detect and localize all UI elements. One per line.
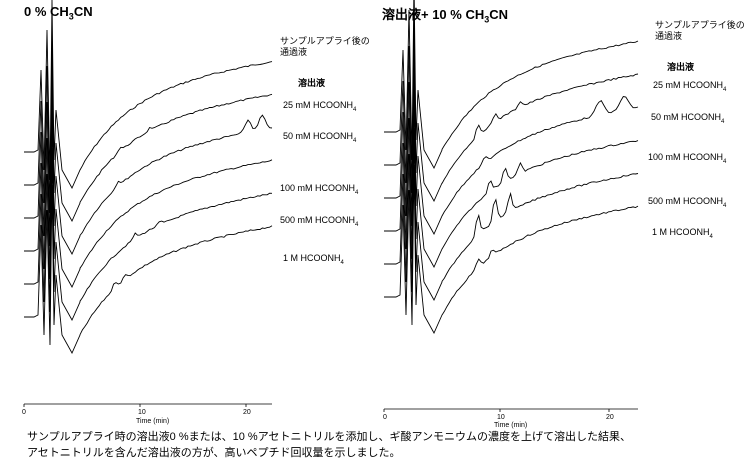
left-panel-title: 0 % CH3CN [24,4,93,22]
left-series-label-25mm: 25 mM HCOONH4 [283,100,357,113]
right-series-label-flowthrough: サンプルアプライ後の 通過液 [655,20,745,41]
chromatogram-trace-right-4 [384,127,639,302]
chromatogram-trace-right-0 [384,0,639,170]
chromatogram-trace-left-4 [24,147,273,322]
chromatogram-trace-right-2 [384,53,639,236]
right-series-label-500mm: 500 mM HCOONH4 [648,196,727,209]
left-xtick-20: 20 [243,409,251,416]
right-series-label-50mm: 50 mM HCOONH4 [651,112,725,125]
left-xtick-0: 0 [22,409,26,416]
right-series-label-25mm: 25 mM HCOONH4 [653,80,727,93]
caption-line-2: アセトニトリルを含んだ溶出液の方が、高いペプチド回収量を示しました。 [27,447,401,459]
left-series-label-50mm: 50 mM HCOONH4 [283,131,357,144]
right-legend-header: 溶出液 [667,62,695,72]
chromatogram-trace-right-5 [384,164,639,335]
chromatogram-trace-left-0 [24,0,273,190]
right-series-label-100mm: 100 mM HCOONH4 [648,152,727,165]
figure-caption: サンプルアプライ時の溶出液0 %または、10 %アセトニトリルを添加し、ギ酸アン… [27,429,631,461]
right-xtick-10: 10 [497,414,505,421]
left-series-label-100mm: 100 mM HCOONH4 [280,183,359,196]
chromatogram-trace-right-3 [384,90,639,269]
right-panel-title: 溶出液+ 10 % CH3CN [382,7,509,25]
right-series-label-1m: 1 M HCOONH4 [652,227,713,240]
left-series-label-500mm: 500 mM HCOONH4 [280,215,359,228]
right-xtick-20: 20 [606,414,614,421]
chromatogram-trace-left-3 [24,110,273,289]
left-series-label-flowthrough: サンプルアプライ後の 通過液 [280,36,370,57]
chromatogram-trace-left-2 [24,73,273,256]
left-xtick-10: 10 [138,409,146,416]
left-series-label-1m: 1 M HCOONH4 [283,253,344,266]
chromatogram-trace-left-1 [24,36,273,223]
caption-line-1: サンプルアプライ時の溶出液0 %または、10 %アセトニトリルを添加し、ギ酸アン… [27,431,632,443]
chromatogram-trace-left-5 [24,184,273,355]
right-x-axis-label: Time (min) [494,422,528,429]
left-legend-header: 溶出液 [298,78,326,88]
right-xtick-0: 0 [383,414,387,421]
chromatogram-trace-right-1 [384,16,639,203]
left-x-axis-label: Time (min) [136,418,170,425]
